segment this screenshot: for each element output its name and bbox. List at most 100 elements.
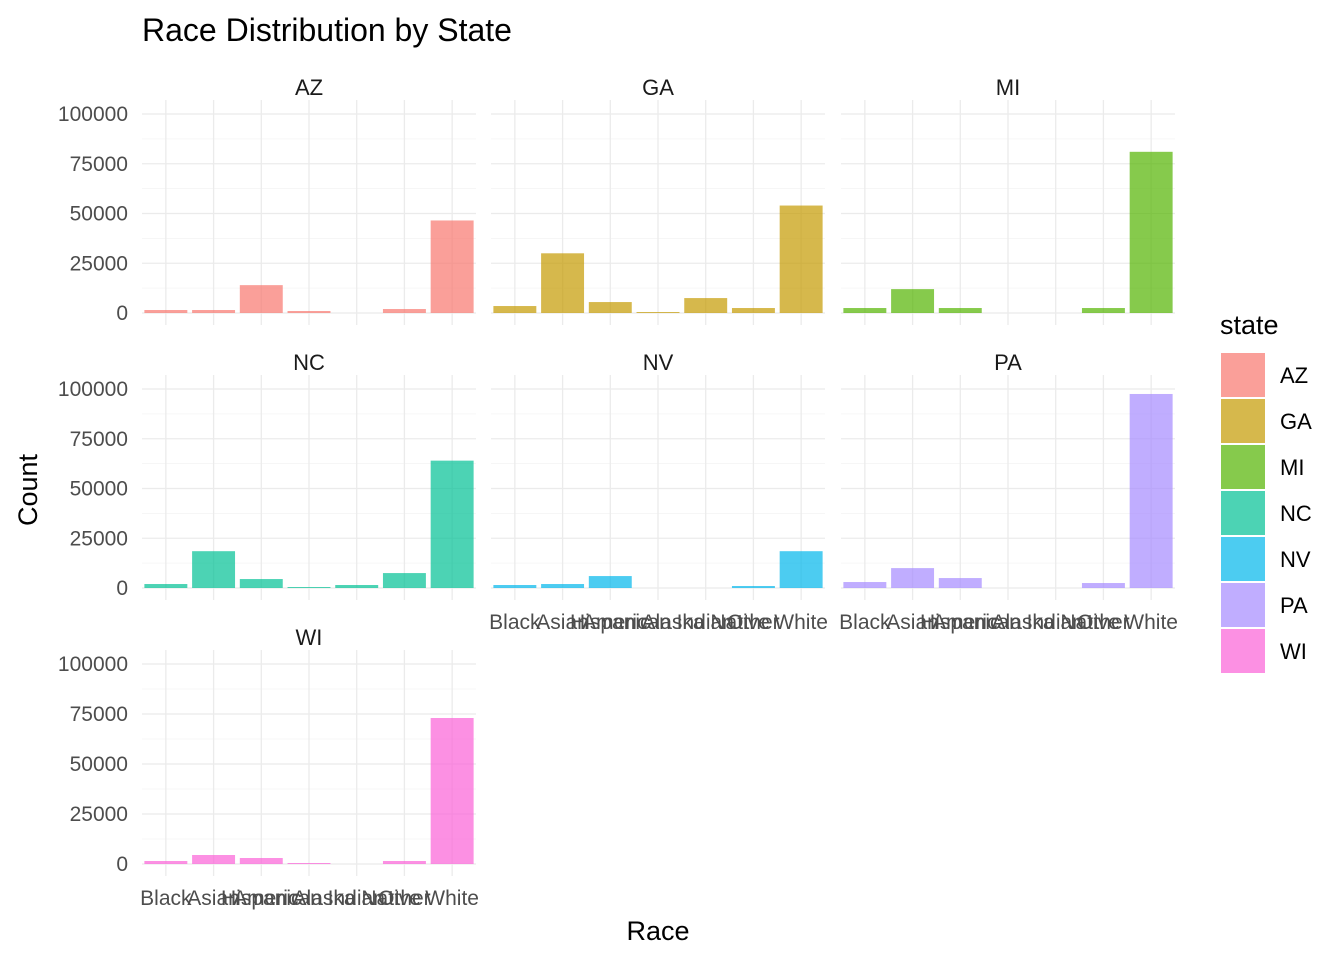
x-tick-label: Black bbox=[140, 887, 192, 910]
legend-item-wi: WI bbox=[1221, 629, 1307, 673]
bar-ga-1 bbox=[541, 253, 585, 313]
x-tick-label: White bbox=[425, 887, 479, 910]
legend-item-nv: NV bbox=[1221, 537, 1311, 581]
y-tick-label: 50000 bbox=[70, 203, 128, 226]
legend-key bbox=[1221, 491, 1265, 535]
x-tick-label: Black bbox=[839, 611, 891, 634]
facet-panels: AZ 0 25000 50000 75000 100000 GA MI NC 0 25000 5000… bbox=[58, 75, 1178, 910]
legend-title: state bbox=[1220, 310, 1279, 340]
bar-wi-0 bbox=[144, 861, 188, 864]
facet-strip-label: AZ bbox=[295, 75, 323, 100]
y-tick-label: 100000 bbox=[58, 653, 128, 676]
facet-strip-label: MI bbox=[996, 75, 1020, 100]
bar-ga-4 bbox=[684, 298, 728, 313]
y-tick-label: 0 bbox=[116, 302, 128, 325]
y-tick-label: 50000 bbox=[70, 753, 128, 776]
x-tick-label: Asian bbox=[187, 887, 240, 910]
bar-pa-2 bbox=[938, 578, 982, 588]
legend-label: AZ bbox=[1280, 363, 1308, 388]
bar-pa-1 bbox=[891, 568, 935, 588]
x-tick-label: American Indian bbox=[233, 887, 385, 910]
y-tick-label: 25000 bbox=[70, 803, 128, 826]
bar-mi-5 bbox=[1081, 308, 1125, 313]
y-tick-label: 75000 bbox=[70, 428, 128, 451]
bar-wi-6 bbox=[430, 718, 474, 864]
facet-strip-label: GA bbox=[642, 75, 674, 100]
facet-strip-label: NC bbox=[293, 350, 325, 375]
bar-wi-2 bbox=[239, 858, 283, 864]
bar-az-6 bbox=[430, 220, 474, 313]
x-axis-title: Race bbox=[626, 916, 689, 946]
x-tick-label: American Indian bbox=[932, 611, 1084, 634]
bar-nv-0 bbox=[493, 585, 537, 588]
bar-ga-6 bbox=[779, 205, 823, 313]
legend-label: WI bbox=[1280, 639, 1307, 664]
x-tick-label: American Indian bbox=[582, 611, 734, 634]
bar-nv-5 bbox=[731, 586, 775, 588]
x-tick-label: Hispanic bbox=[570, 611, 651, 634]
bar-az-1 bbox=[192, 310, 236, 313]
facet-mi: MI bbox=[841, 75, 1175, 325]
facet-nc: NC 0 25000 50000 75000 100000 bbox=[58, 350, 476, 600]
legend-key bbox=[1221, 353, 1265, 397]
x-tick-label: Black bbox=[489, 611, 541, 634]
facet-strip-label: PA bbox=[994, 350, 1022, 375]
bar-ga-2 bbox=[588, 302, 632, 313]
bar-az-0 bbox=[144, 310, 188, 313]
facet-wi: WI 0 25000 50000 75000 100000 BlackAsianHispan… bbox=[58, 625, 479, 910]
legend-item-nc: NC bbox=[1221, 491, 1312, 535]
legend-label: NV bbox=[1280, 547, 1311, 572]
legend-key bbox=[1221, 445, 1265, 489]
chart-title: Race Distribution by State bbox=[142, 12, 512, 48]
x-tick-label: Alaska Native bbox=[642, 611, 770, 634]
bar-nc-5 bbox=[382, 573, 426, 588]
facet-ga: GA bbox=[491, 75, 825, 325]
bar-az-2 bbox=[239, 285, 283, 313]
bar-nv-2 bbox=[588, 576, 632, 588]
bar-wi-1 bbox=[192, 855, 236, 864]
bar-nv-1 bbox=[541, 584, 585, 588]
y-tick-label: 25000 bbox=[70, 527, 128, 550]
y-tick-label: 75000 bbox=[70, 703, 128, 726]
legend-key bbox=[1221, 583, 1265, 627]
x-tick-label: Asian bbox=[536, 611, 589, 634]
y-tick-label: 100000 bbox=[58, 378, 128, 401]
bar-az-5 bbox=[382, 309, 426, 313]
bar-mi-0 bbox=[843, 308, 887, 313]
facet-strip-label: WI bbox=[296, 625, 323, 650]
legend: state AZ GA MI NC NV PA WI bbox=[1220, 310, 1312, 673]
bar-mi-6 bbox=[1129, 151, 1173, 313]
bar-mi-2 bbox=[938, 308, 982, 313]
bar-wi-5 bbox=[382, 861, 426, 864]
x-tick-label: Alaska Native bbox=[293, 887, 421, 910]
legend-label: MI bbox=[1280, 455, 1304, 480]
x-tick-label: Asian bbox=[886, 611, 939, 634]
legend-label: NC bbox=[1280, 501, 1312, 526]
legend-label: PA bbox=[1280, 593, 1308, 618]
bar-pa-0 bbox=[843, 582, 887, 588]
legend-key bbox=[1221, 537, 1265, 581]
y-tick-label: 0 bbox=[116, 853, 128, 876]
legend-item-pa: PA bbox=[1221, 583, 1308, 627]
bar-ga-0 bbox=[493, 306, 537, 313]
bar-ga-5 bbox=[731, 308, 775, 313]
x-tick-label: Alaska Native bbox=[992, 611, 1120, 634]
bar-mi-1 bbox=[891, 289, 935, 313]
y-tick-label: 100000 bbox=[58, 103, 128, 126]
legend-item-mi: MI bbox=[1221, 445, 1304, 489]
facet-strip-label: NV bbox=[643, 350, 674, 375]
bar-nc-2 bbox=[239, 579, 283, 588]
bar-pa-5 bbox=[1081, 583, 1125, 588]
bar-nc-3 bbox=[287, 587, 331, 588]
x-tick-label: Other bbox=[727, 611, 780, 634]
bar-nc-0 bbox=[144, 584, 188, 588]
y-tick-label: 75000 bbox=[70, 153, 128, 176]
bar-nv-6 bbox=[779, 551, 823, 588]
bar-nc-1 bbox=[192, 551, 236, 588]
bar-nc-4 bbox=[335, 585, 379, 588]
x-tick-label: Other bbox=[1077, 611, 1130, 634]
x-tick-label: Hispanic bbox=[221, 887, 302, 910]
x-tick-label: Hispanic bbox=[920, 611, 1001, 634]
